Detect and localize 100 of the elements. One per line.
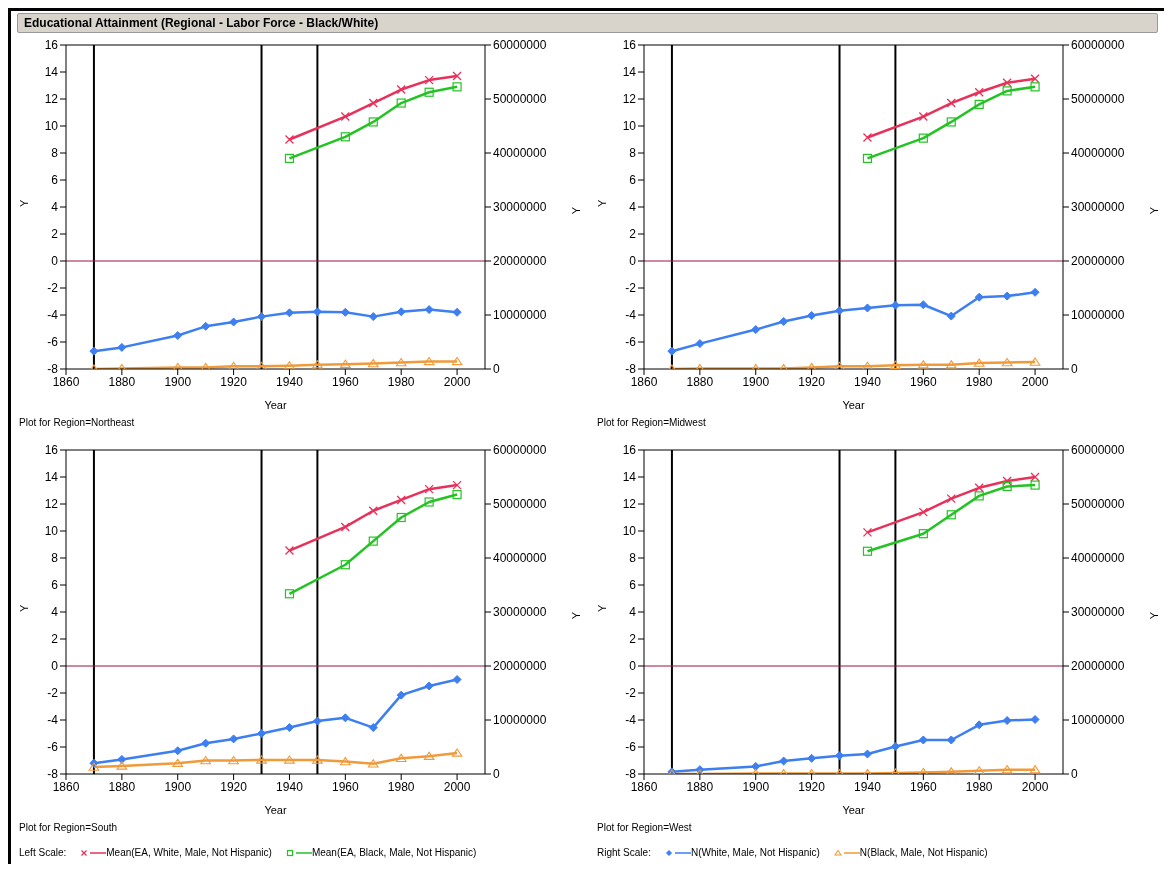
- text: Plot for Region=South: [19, 822, 119, 833]
- y2-tick-label: 60000000: [493, 38, 547, 53]
- point: [451, 748, 463, 757]
- x-tick-label: 1940: [276, 779, 304, 794]
- point: [284, 153, 295, 163]
- point: [1030, 472, 1040, 482]
- y-tick-label: -2: [47, 281, 59, 296]
- x-axis-title: Year: [842, 804, 865, 816]
- point: [117, 754, 127, 764]
- legend-title: Right Scale:: [597, 847, 651, 858]
- y2-tick-label: 0: [1071, 767, 1078, 782]
- y-tick-label: -4: [625, 308, 637, 323]
- y2-tick-label: 20000000: [1071, 659, 1125, 674]
- point: [918, 133, 928, 143]
- x-tick-label: 2000: [443, 779, 471, 794]
- x-tick-label: 1960: [909, 779, 937, 794]
- y-tick-label: 4: [629, 605, 637, 620]
- y-tick-label: 14: [44, 470, 59, 485]
- point: [284, 723, 294, 733]
- y2-tick-label: 30000000: [493, 200, 547, 215]
- point: [367, 759, 379, 768]
- y-tick-label: -2: [625, 281, 637, 296]
- y-tick-label: 12: [44, 92, 59, 107]
- y-axis-title: Y: [595, 604, 608, 612]
- point: [452, 71, 462, 81]
- y2-axis-title: Y: [1147, 611, 1160, 620]
- point: [172, 758, 184, 767]
- y-tick-label: 0: [629, 254, 637, 269]
- y2-tick-label: 60000000: [1071, 38, 1125, 53]
- x-tick-label: 1920: [798, 374, 826, 389]
- y2-tick-label: 50000000: [1071, 497, 1125, 512]
- y-tick-label: -8: [625, 362, 637, 377]
- point: [173, 746, 183, 756]
- y-axis-title: Y: [17, 199, 30, 207]
- y-tick-label: 6: [629, 173, 637, 188]
- y2-axis-title: Y: [1147, 206, 1160, 215]
- point: [116, 761, 128, 770]
- y-tick-label: 8: [629, 551, 637, 566]
- x-tick-label: 1880: [108, 374, 136, 389]
- y-tick-label: 2: [629, 632, 637, 647]
- legend-label: N(White, Male, Not Hispanic): [690, 847, 820, 858]
- point: [340, 111, 350, 122]
- legend-title: Left Scale:: [19, 847, 67, 858]
- point: [368, 723, 378, 733]
- y-tick-label: 0: [629, 659, 637, 674]
- x-tick-label: 1980: [387, 779, 415, 794]
- point: [339, 757, 351, 766]
- x-axis-title: Year: [264, 804, 287, 816]
- point: [862, 527, 873, 537]
- point: [1002, 78, 1012, 88]
- x-tick-label: 1860: [630, 779, 658, 794]
- x-tick-label: 1920: [220, 374, 248, 389]
- point: [974, 99, 984, 109]
- point: [974, 87, 984, 97]
- y-tick-label: 0: [51, 254, 59, 269]
- y-tick-label: -8: [625, 767, 637, 782]
- y2-tick-label: 20000000: [493, 254, 547, 269]
- point: [228, 755, 239, 765]
- point: [1030, 74, 1040, 84]
- y-tick-label: 16: [622, 38, 637, 53]
- point: [256, 755, 267, 764]
- point: [396, 98, 406, 108]
- y-tick-label: 4: [629, 200, 637, 215]
- y-tick-label: 6: [629, 578, 637, 593]
- y2-tick-label: 0: [493, 362, 500, 377]
- y2-tick-label: 60000000: [493, 443, 547, 458]
- x-tick-label: 1940: [854, 374, 882, 389]
- y2-tick-label: 50000000: [1071, 92, 1125, 107]
- x-tick-label: 2000: [443, 374, 471, 389]
- y2-tick-label: 20000000: [1071, 254, 1125, 269]
- point: [452, 489, 462, 500]
- point: [284, 134, 295, 145]
- point: [974, 483, 984, 493]
- y2-tick-label: 30000000: [1071, 605, 1125, 620]
- x-tick-label: 1960: [331, 374, 359, 389]
- point: [918, 507, 928, 517]
- point: [1002, 481, 1012, 492]
- y2-tick-label: 0: [493, 767, 500, 782]
- point: [340, 560, 350, 570]
- point: [284, 589, 295, 599]
- y-tick-label: 0: [51, 659, 59, 674]
- y-tick-label: -6: [47, 740, 59, 755]
- x-tick-label: 1860: [52, 374, 80, 389]
- point: [201, 738, 211, 748]
- x-tick-label: 1860: [52, 779, 80, 794]
- y2-tick-label: 20000000: [493, 659, 547, 674]
- y-tick-label: 14: [622, 65, 637, 80]
- y-tick-label: 4: [51, 200, 59, 215]
- y-tick-label: 12: [622, 92, 637, 107]
- y-axis-title: Y: [595, 199, 608, 207]
- y2-tick-label: 10000000: [1071, 713, 1125, 728]
- point: [368, 536, 378, 546]
- point: [862, 153, 873, 163]
- y-tick-label: -8: [47, 362, 59, 377]
- y2-tick-label: 40000000: [1071, 146, 1125, 161]
- point: [946, 493, 956, 504]
- y-tick-label: 14: [44, 65, 59, 80]
- point: [974, 491, 984, 501]
- y-tick-label: 10: [622, 524, 637, 539]
- legend-label: Mean(EA, White, Male, Not Hispanic): [106, 847, 272, 858]
